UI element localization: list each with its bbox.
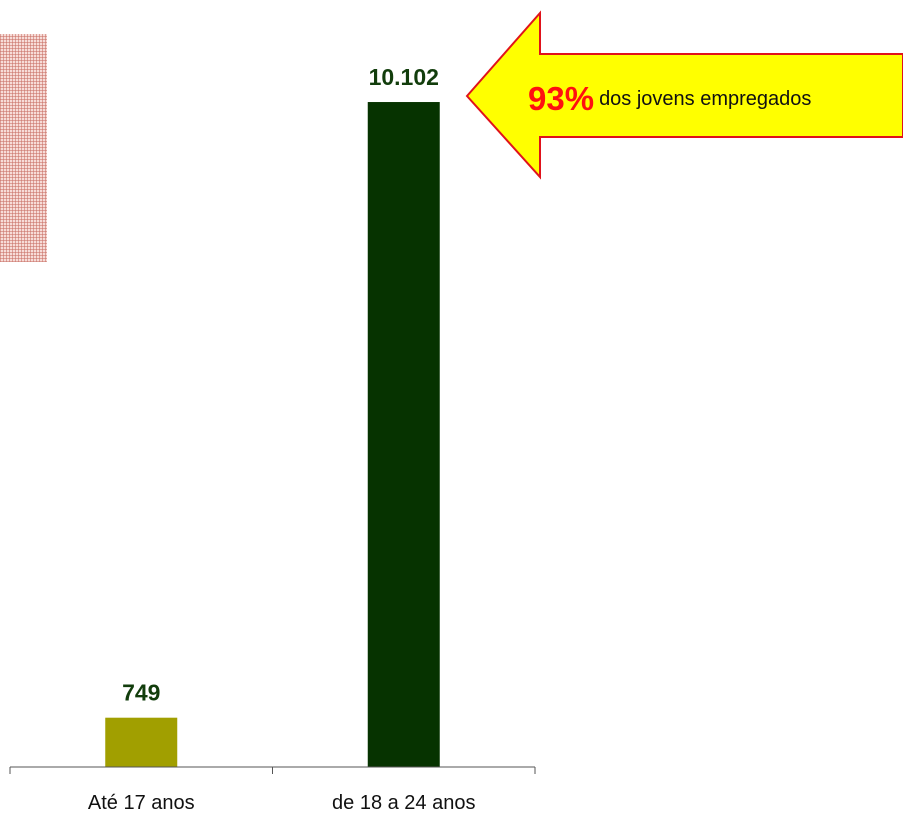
bar-1 (105, 717, 178, 767)
value-labels-group: 749 10.102 (122, 64, 439, 706)
callout-arrow-shape (465, 10, 903, 180)
callout-text: 93% dos jovens empregados (528, 76, 811, 122)
callout-arrow (465, 10, 903, 180)
value-label-1: 749 (122, 680, 160, 706)
decorative-pattern (0, 34, 47, 262)
bars-group (105, 102, 440, 768)
callout-description: dos jovens empregados (599, 87, 812, 110)
bar-2 (367, 102, 440, 768)
value-label-2: 10.102 (369, 64, 439, 90)
callout-percent: 93% (528, 80, 595, 117)
x-tick-label-1: Até 17 anos (88, 792, 195, 814)
x-tick-label-2: de 18 a 24 anos (332, 792, 475, 814)
x-axis (9, 766, 536, 774)
x-tick-labels-group: Até 17 anos de 18 a 24 anos (88, 792, 476, 814)
